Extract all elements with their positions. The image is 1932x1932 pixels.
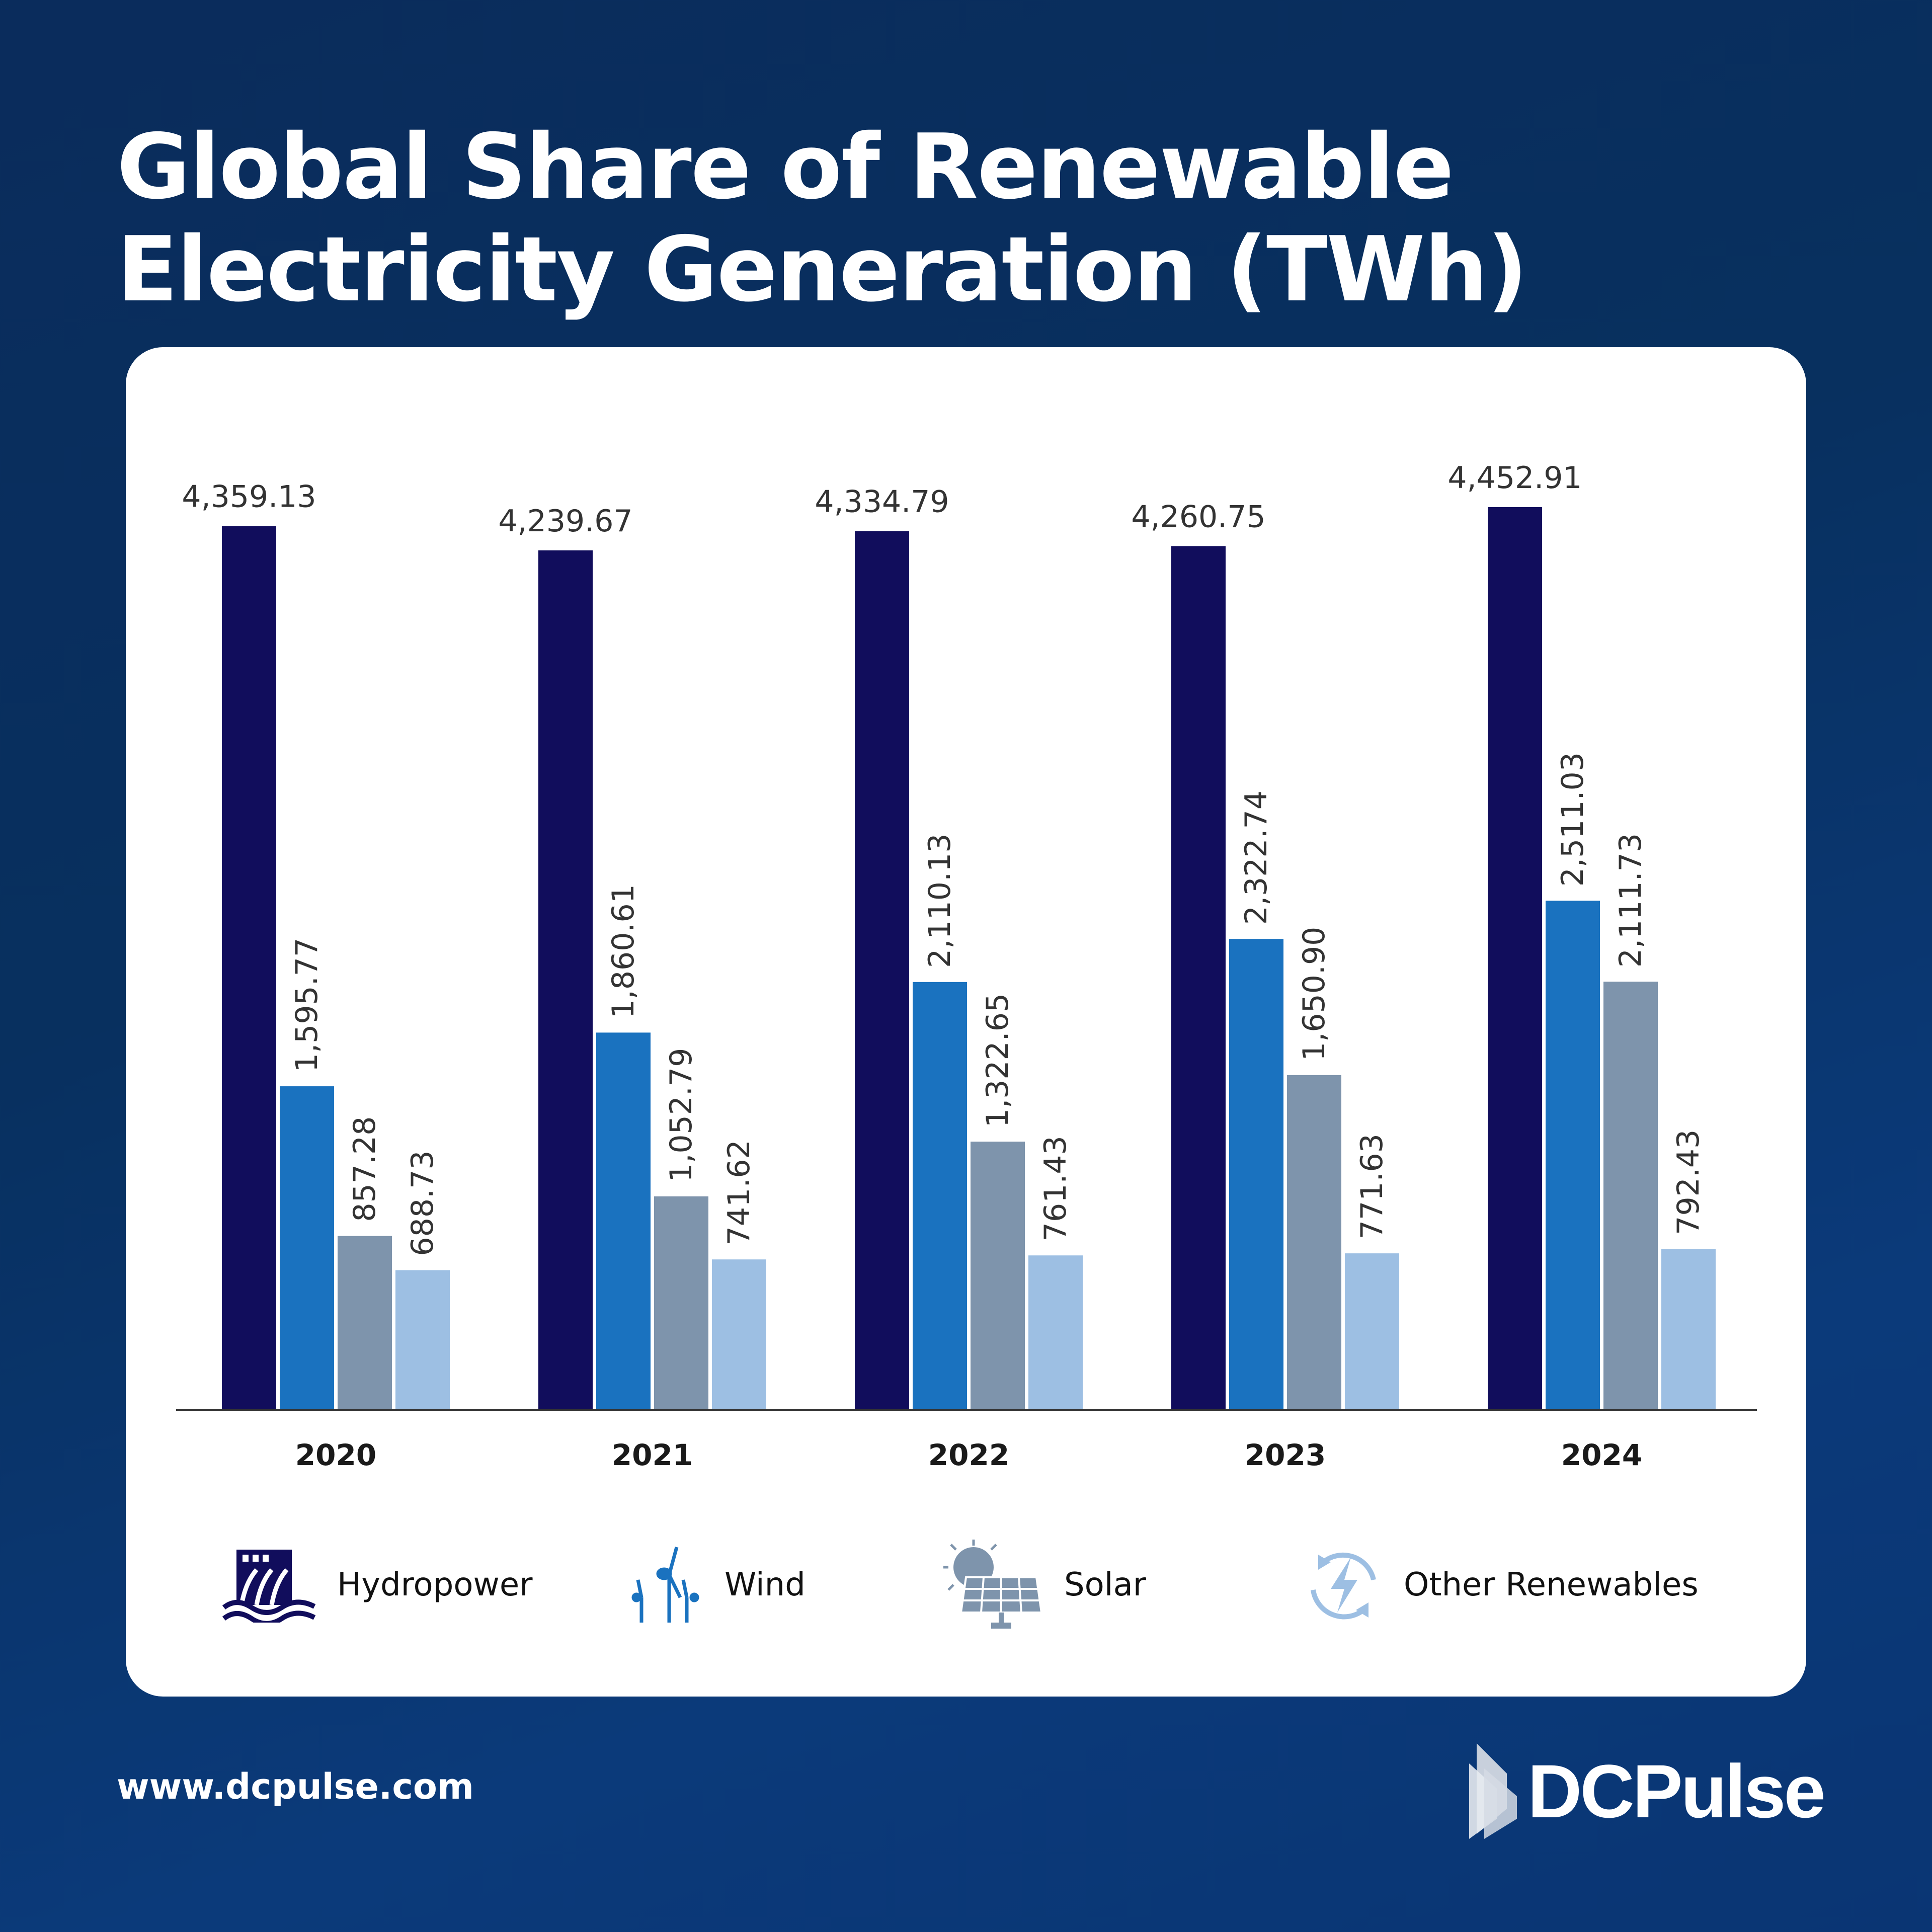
legend-solar: Solar xyxy=(943,1540,1146,1630)
logo-mark-icon xyxy=(1469,1743,1517,1839)
wind-turbine-icon xyxy=(631,1547,699,1623)
x-tick-label: 2022 xyxy=(928,1438,1009,1472)
data-label: 4,239.67 xyxy=(498,504,632,539)
bar-hydropower-2024 xyxy=(1488,507,1542,1410)
legend-label: Hydropower xyxy=(337,1566,533,1603)
dcpulse-logo: DCPulse xyxy=(1469,1743,1826,1839)
bar-solar-2021 xyxy=(654,1196,708,1410)
hydropower-dam-icon xyxy=(222,1550,316,1623)
bar-other-renewables-2023 xyxy=(1345,1253,1399,1410)
renewable-cycle-icon xyxy=(1311,1552,1376,1620)
data-label: 1,052.79 xyxy=(664,1048,699,1182)
bar-solar-2023 xyxy=(1287,1075,1341,1410)
data-label: 2,322.74 xyxy=(1239,790,1274,925)
bar-hydropower-2020 xyxy=(222,526,276,1410)
x-tick-label: 2024 xyxy=(1561,1438,1642,1472)
bar-solar-2024 xyxy=(1603,982,1658,1410)
bar-hydropower-2022 xyxy=(855,531,909,1410)
data-label: 771.63 xyxy=(1354,1134,1390,1239)
data-label: 1,595.77 xyxy=(289,938,325,1072)
data-label: 4,260.75 xyxy=(1131,499,1265,534)
legend-label: Solar xyxy=(1064,1566,1147,1603)
data-label: 4,334.79 xyxy=(815,485,949,520)
data-label: 761.43 xyxy=(1038,1136,1073,1241)
x-tick-label: 2020 xyxy=(295,1438,376,1472)
data-label: 4,359.13 xyxy=(182,479,316,515)
bar-wind-2021 xyxy=(596,1032,651,1410)
bar-wind-2024 xyxy=(1546,901,1600,1410)
bar-hydropower-2021 xyxy=(538,550,593,1410)
bar-other-renewables-2024 xyxy=(1661,1249,1716,1410)
bar-hydropower-2023 xyxy=(1171,546,1226,1410)
bar-wind-2022 xyxy=(913,982,967,1410)
data-label: 857.28 xyxy=(347,1116,382,1222)
data-label: 2,111.73 xyxy=(1613,833,1648,968)
website-url[interactable]: www.dcpulse.com xyxy=(117,1766,474,1807)
data-label: 4,452.91 xyxy=(1447,460,1582,496)
x-tick-label: 2023 xyxy=(1245,1438,1326,1472)
data-label: 792.43 xyxy=(1671,1130,1706,1235)
bar-other-renewables-2021 xyxy=(712,1259,766,1410)
bar-other-renewables-2022 xyxy=(1028,1255,1083,1410)
chart-title: Global Share of Renewable Electricity Ge… xyxy=(117,115,1528,321)
bar-solar-2020 xyxy=(338,1236,392,1410)
data-label: 1,650.90 xyxy=(1297,927,1332,1061)
legend-hydropower: Hydropower xyxy=(221,1540,533,1630)
data-label: 1,860.61 xyxy=(606,884,641,1018)
data-label: 688.73 xyxy=(405,1151,440,1256)
data-label: 2,110.13 xyxy=(922,834,957,968)
legend-wind: Wind xyxy=(624,1540,806,1630)
x-tick-label: 2021 xyxy=(612,1438,693,1472)
legend-label: Wind xyxy=(725,1566,806,1603)
logo-text: DCPulse xyxy=(1527,1748,1826,1833)
bar-wind-2023 xyxy=(1229,939,1283,1410)
bar-other-renewables-2020 xyxy=(395,1270,450,1410)
bar-wind-2020 xyxy=(280,1086,334,1410)
solar-panel-icon xyxy=(943,1540,1043,1629)
data-label: 2,511.03 xyxy=(1555,752,1590,887)
legend-label: Other Renewables xyxy=(1404,1566,1699,1603)
bar-solar-2022 xyxy=(971,1142,1025,1410)
legend-other-renewables: Other Renewables xyxy=(1303,1540,1699,1630)
data-label: 1,322.65 xyxy=(980,993,1015,1128)
data-label: 741.62 xyxy=(721,1140,757,1245)
